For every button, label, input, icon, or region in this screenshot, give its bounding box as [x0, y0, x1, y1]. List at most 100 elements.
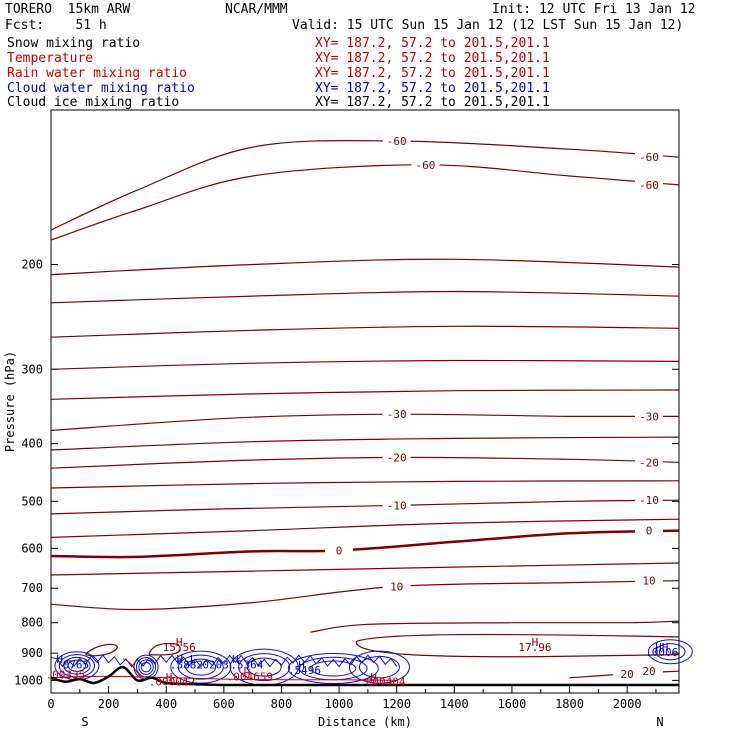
x-tick-label: 0	[47, 697, 54, 711]
model-label: TORERO 15km ARW	[5, 2, 131, 17]
x-tick-label: 200	[98, 697, 120, 711]
contour-label-bg	[635, 177, 663, 190]
extremum-label: H L	[176, 653, 196, 666]
contour-label: 10	[390, 580, 403, 593]
x-tick-label: 1400	[440, 697, 469, 711]
extremum-label: .0203	[196, 658, 229, 671]
cloud-water-contour	[647, 639, 693, 665]
extremum-label: H	[166, 671, 173, 684]
small-contour	[85, 643, 118, 657]
cloud-water-contour	[246, 657, 282, 677]
cloud-water-contour	[185, 658, 217, 676]
extremum-label: .0765	[56, 658, 89, 671]
temperature-contour	[51, 580, 679, 611]
cloud-water-contour	[138, 659, 154, 675]
contour-label: 10	[642, 575, 655, 588]
contour-label: -60	[639, 151, 659, 164]
x-tick-label: 1800	[555, 697, 584, 711]
temperature-contour	[51, 389, 679, 400]
temperature-contour	[51, 518, 679, 538]
x-tick-label: 800	[271, 697, 293, 711]
cloud-water-contour	[310, 660, 357, 677]
valid-label: Valid: 15 UTC Sun 15 Jan 12 (12 LST Sun …	[292, 18, 684, 33]
y-tick-label: 800	[21, 616, 43, 630]
cloud-water-contour	[63, 656, 91, 675]
y-tick-label: 700	[21, 581, 43, 595]
terrain-line	[51, 665, 679, 687]
contour-label-bg	[635, 455, 663, 468]
field-cloud-ice-xy: XY= 187.2, 57.2 to 201.5,201.1	[315, 95, 550, 110]
forecast-label: Fcst: 51 h	[5, 18, 107, 33]
extremum-label: .5496	[288, 664, 321, 677]
extremum-label: HH	[655, 641, 668, 654]
x-tick-label: 400	[155, 697, 177, 711]
y-tick-label: 600	[21, 541, 43, 555]
contour-label-bg	[382, 133, 411, 146]
y-axis-label: Pressure (hPa)	[3, 351, 17, 452]
contour-label-bg	[382, 579, 411, 592]
contour-label-bg	[635, 664, 663, 677]
rain-contour	[50, 675, 397, 681]
x-end-right: N	[656, 715, 663, 729]
extremum-label: .000042	[149, 676, 195, 689]
cloud-water-contour	[287, 652, 379, 684]
temperature-contour	[51, 480, 679, 489]
y-tick-label: 200	[21, 257, 43, 271]
contour-label: -20	[387, 451, 407, 464]
field-cloud-water: Cloud water mixing ratio	[7, 81, 195, 96]
cloud-water-contour	[348, 650, 410, 684]
x-tick-label: 600	[213, 697, 235, 711]
warm-contour	[355, 633, 679, 658]
contour-label: -20	[639, 456, 659, 469]
small-contour	[148, 642, 181, 656]
temperature-contour	[51, 139, 679, 231]
field-snow: Snow mixing ratio	[7, 36, 141, 51]
cloud-water-contour	[67, 659, 87, 672]
extremum-label: H	[244, 666, 251, 679]
extremum-label: H	[298, 658, 305, 671]
temperature-contour	[51, 290, 679, 304]
init-label: Init: 12 UTC Fri 13 Jan 12	[492, 2, 696, 17]
extremum-label: H	[56, 653, 63, 666]
contour-label: 20	[621, 668, 634, 681]
x-tick-label: 1200	[382, 697, 411, 711]
cloud-water-contour	[140, 661, 152, 673]
contour-label-bg	[635, 523, 663, 536]
contour-label: -10	[387, 499, 407, 512]
contour-label: -60	[639, 179, 659, 192]
contour-label-bg	[635, 150, 663, 163]
temperature-contour	[51, 258, 679, 276]
temperature-contour	[51, 562, 679, 576]
field-cloud-ice: Cloud ice mixing ratio	[7, 95, 180, 110]
temperature-contour	[51, 164, 679, 241]
extremum-label: H	[176, 636, 183, 649]
y-tick-label: 300	[21, 362, 43, 376]
x-tick-label: 1600	[497, 697, 526, 711]
extremum-label: .000404	[359, 676, 406, 689]
x-end-left: S	[81, 715, 88, 729]
x-tick-label: 2000	[613, 697, 642, 711]
contour-label: 20	[642, 665, 655, 678]
temperature-contour	[310, 620, 679, 633]
cloud-water-contour	[238, 653, 291, 682]
temperature-contour	[51, 456, 679, 469]
field-snow-xy: XY= 187.2, 57.2 to 201.5,201.1	[315, 36, 550, 51]
y-tick-label: 500	[21, 494, 43, 508]
temperature-contour	[51, 436, 679, 451]
contour-label: -30	[639, 410, 659, 423]
contour-label-bg	[382, 407, 411, 420]
field-temperature: Temperature	[7, 51, 94, 66]
cloud-top-contour	[50, 654, 398, 668]
contour-label: -60	[416, 159, 436, 172]
field-temperature-xy: XY= 187.2, 57.2 to 201.5,201.1	[315, 51, 550, 66]
center-label: NCAR/MMM	[225, 2, 288, 17]
cloud-water-contour	[170, 650, 232, 684]
y-tick-label: 400	[21, 437, 43, 451]
extremum-label: .5364	[230, 658, 263, 671]
rain-contour	[122, 658, 141, 677]
y-tick-label: 1000	[14, 673, 43, 687]
temperature-contour	[51, 499, 679, 515]
field-rain: Rain water mixing ratio	[7, 66, 188, 81]
